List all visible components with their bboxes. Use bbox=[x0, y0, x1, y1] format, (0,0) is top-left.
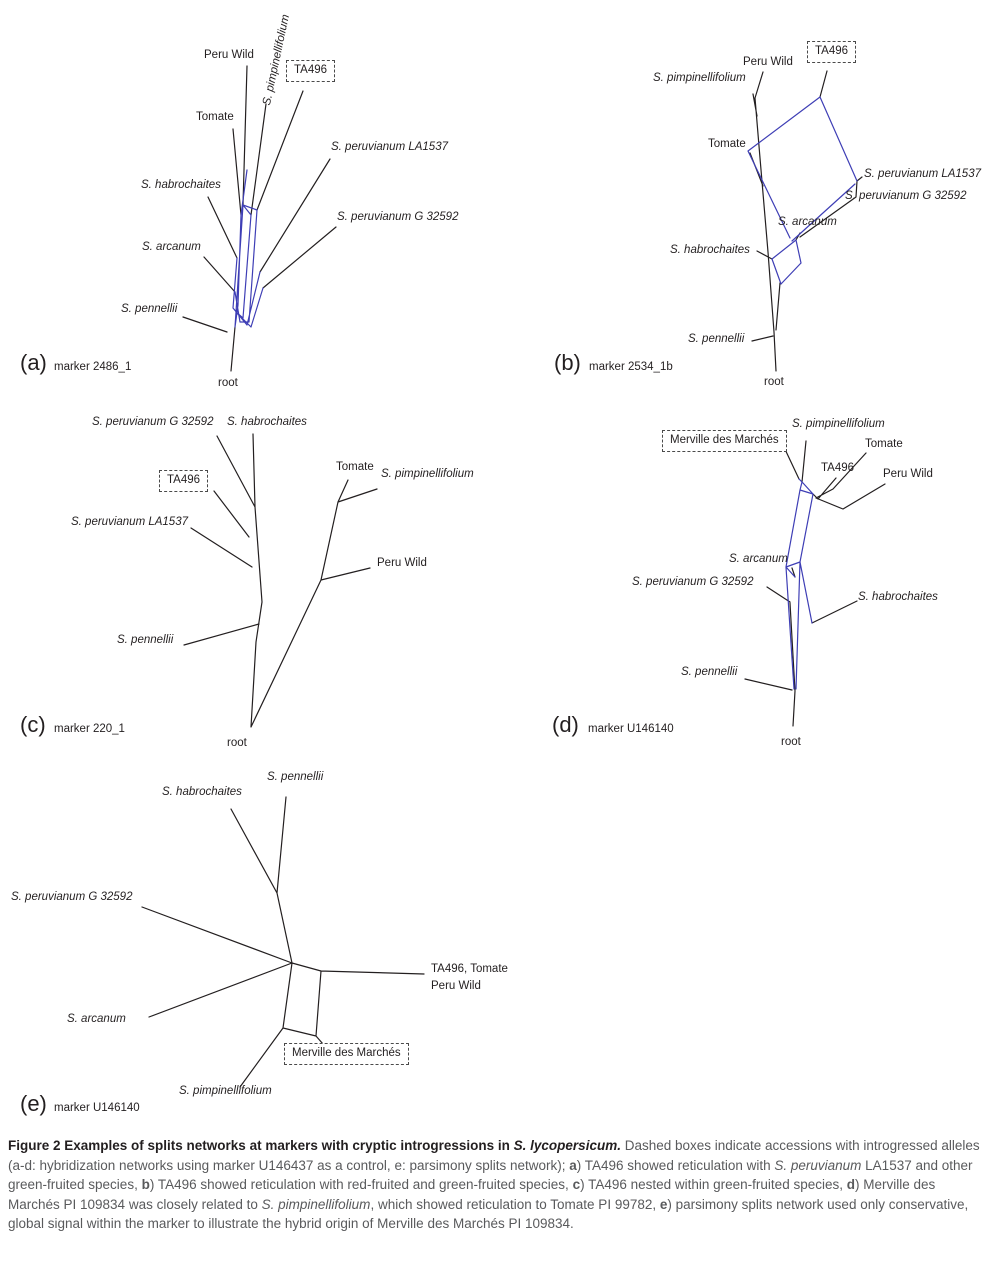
label-merville-dashed-box: Merville des Marchés bbox=[662, 430, 787, 452]
panel-b-network bbox=[747, 70, 863, 372]
reticulation-edges bbox=[747, 96, 858, 285]
label-s-peruvianum-g32592: S. peruvianum G 32592 bbox=[845, 190, 967, 202]
panel-e-letter: (e) bbox=[20, 1091, 47, 1116]
network-edges bbox=[183, 433, 378, 728]
label-s-pimpinellifolium: S. pimpinellifolium bbox=[179, 1085, 272, 1097]
panel-d-letter: (d) bbox=[552, 712, 579, 737]
label-tomate: Tomate bbox=[865, 438, 903, 450]
reticulation-edges bbox=[785, 478, 814, 690]
caption-panel-ref-d: d bbox=[846, 1177, 855, 1193]
caption-panel-ref-e: e bbox=[659, 1196, 668, 1212]
panel-e-network bbox=[141, 796, 425, 1088]
caption-text: , which showed reticulation to Tomate PI… bbox=[370, 1196, 660, 1212]
label-s-arcanum: S. arcanum bbox=[142, 241, 201, 253]
caption-text: ) parsimony splits network used only con… bbox=[8, 1196, 969, 1232]
label-s-pimpinellifolium: S. pimpinellifolium bbox=[792, 418, 885, 430]
label-s-pennellii: S. pennellii bbox=[688, 333, 745, 345]
label-s-peruvianum-la1537: S. peruvianum LA1537 bbox=[331, 141, 448, 153]
caption-text: Dashed boxes indicate accessions with in… bbox=[8, 1138, 980, 1173]
label-s-pimpinellifolium: S. pimpinellifolium bbox=[653, 72, 746, 84]
figure-caption: Figure 2 Examples of splits networks at … bbox=[8, 1136, 983, 1234]
label-s-habrochaites: S. habrochaites bbox=[141, 179, 221, 191]
label-peru-wild: Peru Wild bbox=[377, 557, 427, 569]
caption-panel-ref-c: c bbox=[572, 1177, 581, 1193]
network-edges bbox=[744, 440, 886, 727]
panel-a-marker: marker 2486_1 bbox=[54, 361, 132, 373]
network-edges bbox=[182, 65, 337, 372]
caption-species: S. pimpinellifolium bbox=[261, 1196, 371, 1212]
label-merville-dashed-box: Merville des Marchés bbox=[284, 1043, 409, 1065]
label-ta496-dashed-box: TA496 bbox=[159, 470, 209, 492]
caption-title-species: S. lycopersicum. bbox=[513, 1138, 621, 1153]
label-root: root bbox=[218, 377, 238, 389]
caption-title: Figure 2 Examples of splits networks at … bbox=[8, 1138, 514, 1153]
label-s-arcanum: S. arcanum bbox=[778, 216, 837, 228]
network-edges bbox=[141, 796, 425, 1088]
caption-text: ) TA496 showed reticulation with bbox=[576, 1157, 775, 1173]
caption-species: S. peruvianum bbox=[774, 1157, 862, 1173]
caption-panel-ref-b: b bbox=[141, 1177, 150, 1193]
label-s-peruvianum-g32592: S. peruvianum G 32592 bbox=[92, 416, 214, 428]
label-tomate: Tomate bbox=[196, 111, 234, 123]
panel-c-network bbox=[183, 433, 378, 728]
panel-c-letter: (c) bbox=[20, 712, 46, 737]
label-s-peruvianum-la1537: S. peruvianum LA1537 bbox=[71, 516, 188, 528]
caption-text: ) TA496 nested within green-fruited spec… bbox=[580, 1177, 847, 1193]
label-peru-wild: Peru Wild bbox=[743, 56, 793, 68]
caption-text: ) Merville des Marchés PI 109834 was clo… bbox=[8, 1177, 936, 1212]
label-s-peruvianum-la1537: S. peruvianum LA1537 bbox=[864, 168, 981, 180]
label-s-peruvianum-g32592: S. peruvianum G 32592 bbox=[632, 576, 754, 588]
label-s-arcanum: S. arcanum bbox=[729, 553, 788, 565]
label-ta496-tomate: TA496, Tomate bbox=[431, 963, 508, 975]
label-peru-wild: Peru Wild bbox=[431, 980, 481, 992]
label-root: root bbox=[764, 376, 784, 388]
panel-d-network bbox=[744, 440, 886, 727]
label-tomate: Tomate bbox=[708, 138, 746, 150]
label-s-peruvianum-g32592: S. peruvianum G 32592 bbox=[337, 211, 459, 223]
panel-a-network bbox=[182, 65, 337, 372]
panel-a-letter: (a) bbox=[20, 350, 47, 375]
label-s-pennellii: S. pennellii bbox=[121, 303, 178, 315]
label-s-pennellii: S. pennellii bbox=[117, 634, 174, 646]
networks-canvas bbox=[141, 65, 886, 1088]
label-tomate: Tomate bbox=[336, 461, 374, 473]
panel-c-marker: marker 220_1 bbox=[54, 723, 125, 735]
panel-d-marker: marker U146140 bbox=[588, 723, 674, 735]
label-s-habrochaites: S. habrochaites bbox=[227, 416, 307, 428]
label-peru-wild: Peru Wild bbox=[204, 49, 254, 61]
label-s-pimpinellifolium: S. pimpinellifolium bbox=[381, 468, 474, 480]
label-root: root bbox=[227, 737, 247, 749]
label-ta496: TA496 bbox=[821, 462, 855, 474]
caption-text: ) TA496 showed reticulation with red-fru… bbox=[149, 1177, 573, 1193]
label-s-peruvianum-g32592: S. peruvianum G 32592 bbox=[11, 891, 133, 903]
label-s-habrochaites: S. habrochaites bbox=[670, 244, 750, 256]
caption-text: LA1537 and other green-fruited species, bbox=[8, 1157, 973, 1193]
label-ta496-dashed-box: TA496 bbox=[286, 60, 336, 82]
label-root: root bbox=[781, 736, 801, 748]
panel-e-marker: marker U146140 bbox=[54, 1102, 140, 1114]
label-s-pennellii: S. pennellii bbox=[267, 771, 324, 783]
panel-b-marker: marker 2534_1b bbox=[589, 361, 673, 373]
label-s-pennellii: S. pennellii bbox=[681, 666, 738, 678]
label-peru-wild: Peru Wild bbox=[883, 468, 933, 480]
label-s-arcanum: S. arcanum bbox=[67, 1013, 126, 1025]
label-ta496-dashed-box: TA496 bbox=[807, 41, 857, 63]
label-s-habrochaites: S. habrochaites bbox=[162, 786, 242, 798]
label-s-habrochaites: S. habrochaites bbox=[858, 591, 938, 603]
panel-b-letter: (b) bbox=[554, 350, 581, 375]
reticulation-edges bbox=[232, 169, 264, 328]
caption-panel-ref-a: a bbox=[569, 1157, 577, 1173]
